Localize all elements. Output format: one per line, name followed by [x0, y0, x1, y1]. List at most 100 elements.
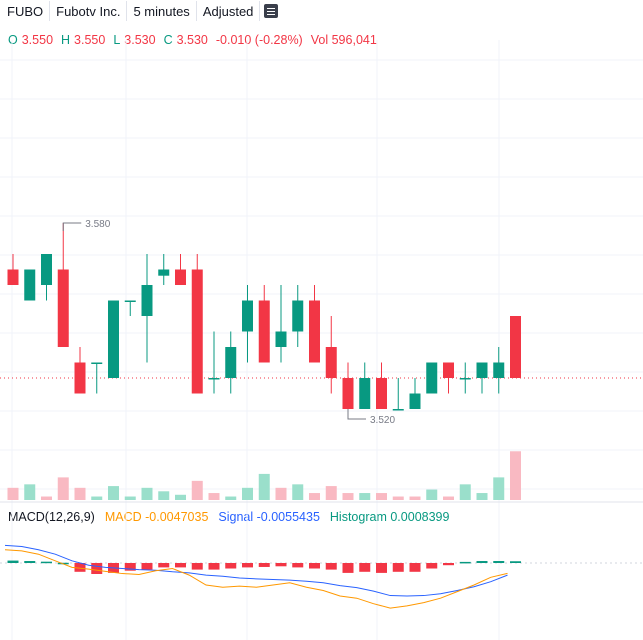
- low-label: L: [113, 33, 121, 47]
- volume-bar: [359, 493, 371, 500]
- change-value: -0.010 (-0.28%): [215, 33, 303, 47]
- candle-body: [7, 269, 19, 285]
- candle-body: [108, 300, 119, 378]
- volume-bar: [108, 486, 119, 500]
- macd-histogram-bar: [342, 563, 354, 573]
- macd-histogram-bar: [292, 563, 304, 568]
- candle-body: [292, 300, 304, 332]
- macd-value: MACD -0.0047035: [104, 510, 209, 524]
- candle-body: [376, 378, 387, 409]
- volume-bar: [392, 496, 404, 500]
- candle-body: [325, 347, 337, 378]
- interval-label[interactable]: 5 minutes: [133, 3, 190, 19]
- candle-body: [510, 316, 521, 378]
- ohlc-legend: O 3.550 H 3.550 L 3.530 C 3.530 -0.010 (-0.2…: [8, 33, 377, 47]
- macd-histogram-bar: [41, 561, 52, 564]
- high-label: H: [61, 33, 71, 47]
- adjustment-label[interactable]: Adjusted: [202, 3, 254, 19]
- candle-body: [493, 362, 505, 378]
- macd-histogram-bar: [392, 563, 404, 572]
- volume-bar: [459, 484, 471, 500]
- macd-histogram-bar: [359, 563, 371, 572]
- candle-body: [158, 269, 170, 276]
- volume-bar: [476, 493, 488, 500]
- candle-body: [426, 362, 438, 394]
- signal-line: [4, 544, 508, 597]
- macd-histogram-bar: [7, 560, 19, 563]
- candle-body: [242, 300, 253, 332]
- volume-bar: [158, 491, 170, 500]
- high-value: H 3.550: [61, 33, 106, 47]
- macd-histogram-bar: [409, 563, 421, 572]
- candle-body: [443, 362, 454, 378]
- volume-bar: [41, 496, 52, 500]
- volume-bar: [510, 451, 521, 500]
- symbol-label[interactable]: FUBO: [7, 3, 44, 19]
- candle-body: [41, 254, 52, 285]
- low-marker-label: 3.520: [370, 415, 395, 426]
- close-value: C 3.530: [163, 33, 208, 47]
- volume-bar: [91, 496, 103, 500]
- chart-header: FUBO Fubotv Inc. 5 minutes Adjusted: [0, 0, 279, 22]
- macd-histogram-bar: [459, 561, 471, 564]
- open-label: O: [8, 33, 18, 47]
- volume-bar: [7, 487, 19, 500]
- macd-histogram-bar: [24, 561, 36, 563]
- open-value: O 3.550: [8, 33, 54, 47]
- candle-body: [124, 300, 136, 302]
- volume-bar: [292, 484, 304, 500]
- candle-body: [225, 347, 237, 378]
- candle-body: [342, 378, 354, 409]
- volume-bar: [258, 473, 270, 500]
- high-marker-label: 3.580: [85, 219, 110, 230]
- volume-bar: [325, 486, 337, 500]
- candle-body: [175, 269, 186, 285]
- volume-bar: [275, 487, 287, 500]
- macd-histogram-bar: [325, 563, 337, 570]
- macd-histogram-bar: [208, 563, 220, 570]
- macd-legend: MACD(12,26,9) MACD -0.0047035 Signal -0.…: [8, 510, 449, 524]
- macd-histogram-bar: [309, 563, 320, 569]
- macd-histogram-bar: [175, 563, 186, 568]
- volume-bar: [342, 493, 354, 500]
- volume-bar: [208, 493, 220, 500]
- candle-body: [392, 409, 404, 411]
- candle-body: [409, 393, 421, 409]
- company-name: Fubotv Inc.: [56, 3, 121, 19]
- low-value: L 3.530: [113, 33, 156, 47]
- macd-histogram-bar: [158, 563, 170, 568]
- divider: [49, 1, 51, 21]
- candle-body: [24, 269, 36, 301]
- volume-bar: [493, 477, 505, 500]
- macd-name[interactable]: MACD(12,26,9): [8, 510, 95, 524]
- macd-histogram-bar: [426, 563, 438, 569]
- volume-bar: [74, 487, 86, 500]
- signal-value: Signal -0.0055435: [218, 510, 320, 524]
- volume-bar: [376, 493, 387, 500]
- macd-histogram-bar: [258, 563, 270, 567]
- settings-menu-icon[interactable]: [264, 4, 279, 18]
- macd-line: [4, 549, 508, 609]
- divider: [195, 1, 197, 21]
- volume-label: Vol: [310, 33, 329, 47]
- macd-histogram-bar: [443, 563, 454, 566]
- high-marker-line: [62, 222, 82, 231]
- candle-body: [359, 378, 371, 409]
- volume-bar: [409, 496, 421, 500]
- candle-body: [91, 362, 103, 364]
- volume-bar: [225, 496, 237, 500]
- candle-body: [141, 285, 153, 316]
- volume-value: Vol 596,041: [310, 33, 377, 47]
- macd-histogram-bar: [191, 563, 203, 570]
- macd-histogram-bar: [91, 563, 103, 574]
- volume-bar: [309, 493, 320, 500]
- low-marker-line: [347, 409, 366, 420]
- volume-bar: [191, 480, 203, 500]
- macd-histogram-bar: [141, 563, 153, 570]
- macd-histogram-bar: [225, 563, 237, 569]
- candle-body: [459, 378, 471, 380]
- macd-histogram-bar: [275, 563, 287, 567]
- candle-body: [275, 331, 287, 347]
- candle-body: [258, 300, 270, 363]
